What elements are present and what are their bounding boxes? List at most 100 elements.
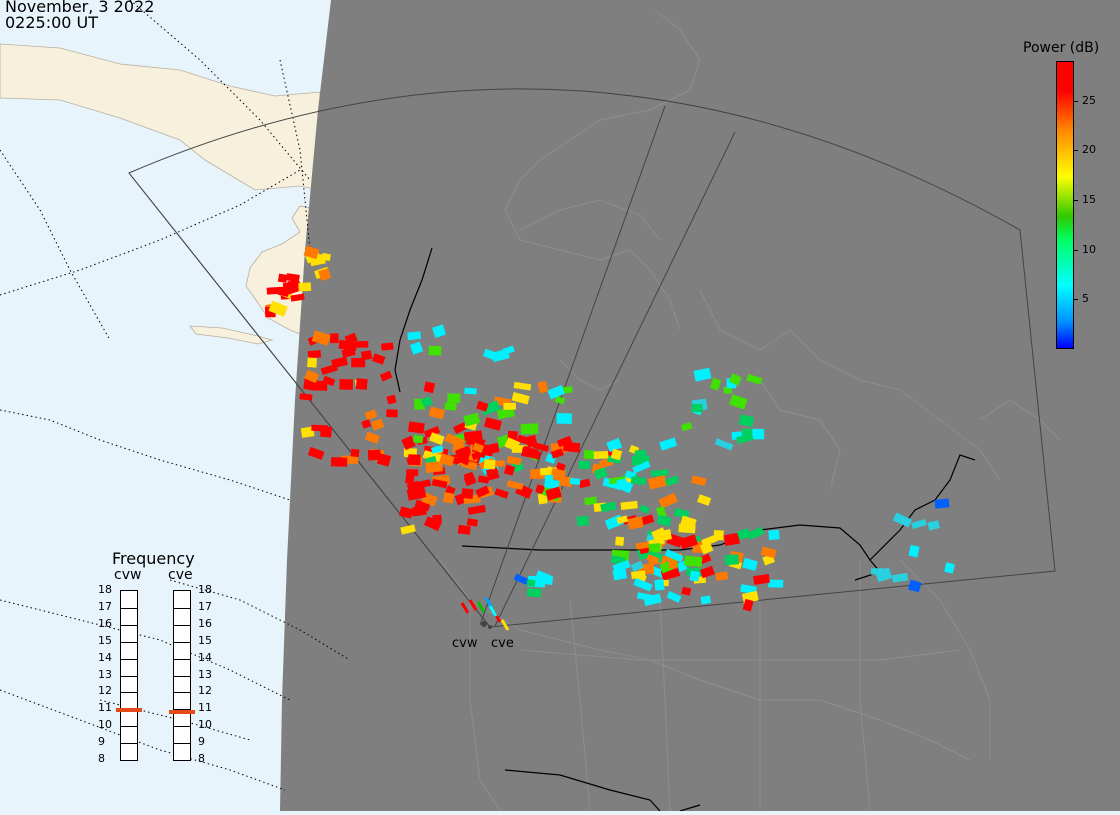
backscatter-cell — [680, 515, 697, 529]
backscatter-cell — [934, 498, 950, 509]
frequency-gridline — [174, 624, 190, 626]
backscatter-cell — [656, 514, 672, 527]
frequency-scale-label: 8 — [198, 752, 205, 765]
day-land-alaska — [0, 43, 321, 191]
backscatter-cell — [664, 549, 684, 563]
backscatter-cell — [715, 571, 729, 581]
backscatter-cell — [503, 464, 516, 476]
backscatter-cell — [290, 293, 305, 302]
backscatter-cell — [944, 562, 955, 574]
backscatter-cell — [610, 448, 623, 461]
backscatter-cell — [331, 356, 348, 369]
backscatter-cell — [578, 460, 591, 470]
frequency-scale-label: 13 — [98, 667, 112, 681]
backscatter-cell — [471, 448, 488, 461]
backscatter-cell — [475, 485, 490, 498]
backscatter-cell — [420, 396, 433, 408]
backscatter-cell — [364, 409, 378, 421]
backscatter-cell — [583, 449, 596, 460]
frequency-gridline — [121, 658, 137, 660]
backscatter-cell — [616, 515, 628, 524]
backscatter-cell — [576, 515, 590, 527]
frequency-scale-label: 12 — [198, 684, 212, 698]
near-range-cell — [500, 619, 510, 631]
backscatter-cell — [668, 559, 678, 569]
backscatter-cell — [892, 512, 912, 528]
backscatter-cell — [431, 445, 444, 454]
backscatter-cell — [593, 466, 608, 480]
backscatter-cell — [513, 381, 532, 391]
backscatter-cell — [723, 532, 741, 547]
backscatter-cell — [330, 457, 348, 467]
frequency-scale-label: 11 — [198, 701, 212, 715]
backscatter-cell — [680, 421, 693, 432]
backscatter-cell — [463, 430, 483, 442]
backscatter-cell — [423, 381, 436, 394]
frequency-column-cvw — [120, 590, 138, 761]
backscatter-cell — [536, 570, 551, 581]
backscatter-cell — [691, 475, 707, 486]
backscatter-cell — [467, 504, 486, 515]
backscatter-cell — [406, 469, 419, 476]
backscatter-cell — [724, 554, 739, 566]
backscatter-cell — [361, 419, 372, 429]
frequency-scale-label: 18 — [98, 583, 112, 596]
backscatter-cell — [736, 528, 751, 541]
backscatter-cell — [927, 520, 940, 531]
backscatter-cell — [636, 592, 653, 602]
frequency-gridline — [121, 692, 137, 694]
backscatter-cell — [285, 273, 300, 283]
colorbar-tick-mark — [1074, 100, 1078, 102]
backscatter-cell — [351, 357, 366, 368]
frequency-scale-label: 18 — [198, 583, 212, 596]
time-label: 0225:00 UT — [5, 13, 99, 32]
backscatter-cell — [691, 403, 703, 413]
backscatter-cell — [491, 348, 510, 363]
backscatter-cell — [584, 496, 598, 506]
backscatter-cell — [639, 504, 650, 514]
backscatter-cell — [318, 268, 331, 281]
backscatter-cell — [658, 492, 678, 509]
frequency-scale-label: 17 — [98, 599, 112, 613]
backscatter-cell — [742, 557, 758, 571]
backscatter-cell — [303, 245, 320, 260]
backscatter-cell — [647, 475, 667, 490]
backscatter-cell — [494, 488, 509, 499]
backscatter-cell — [307, 357, 318, 368]
colorbar-tick-mark — [1074, 150, 1078, 152]
backscatter-cell — [409, 506, 426, 516]
backscatter-cell — [563, 441, 581, 453]
backscatter-cell — [506, 455, 522, 466]
colorbar-tick-label: 20 — [1082, 143, 1096, 157]
backscatter-cell — [569, 477, 581, 485]
backscatter-cell — [875, 567, 893, 583]
frequency-marker-cvw — [116, 707, 142, 712]
backscatter-cell — [511, 392, 530, 405]
backscatter-cell — [655, 506, 667, 519]
near-range-cell — [476, 601, 486, 613]
backscatter-cell — [544, 479, 560, 490]
backscatter-cell — [620, 500, 638, 510]
frequency-gridline — [174, 743, 190, 745]
near-range-cell — [468, 599, 478, 611]
colorbar-tick-mark — [1074, 200, 1078, 202]
backscatter-cell — [371, 353, 386, 365]
backscatter-cell — [516, 434, 530, 445]
frequency-scale-label: 17 — [198, 599, 212, 613]
backscatter-cell — [425, 461, 443, 473]
backscatter-cell — [547, 384, 565, 400]
backscatter-cell — [753, 573, 770, 585]
backscatter-cell — [650, 469, 669, 477]
frequency-gridline — [174, 726, 190, 728]
backscatter-cell — [350, 448, 360, 458]
near-range-cell — [460, 602, 470, 614]
backscatter-cell — [341, 347, 356, 358]
backscatter-cell — [738, 414, 755, 427]
backscatter-cells — [265, 245, 955, 631]
backscatter-cell — [911, 519, 927, 529]
backscatter-cell — [497, 407, 515, 420]
colorbar-tick-mark — [1074, 299, 1078, 301]
backscatter-cell — [489, 442, 500, 454]
frequency-marker-cve — [169, 709, 195, 714]
